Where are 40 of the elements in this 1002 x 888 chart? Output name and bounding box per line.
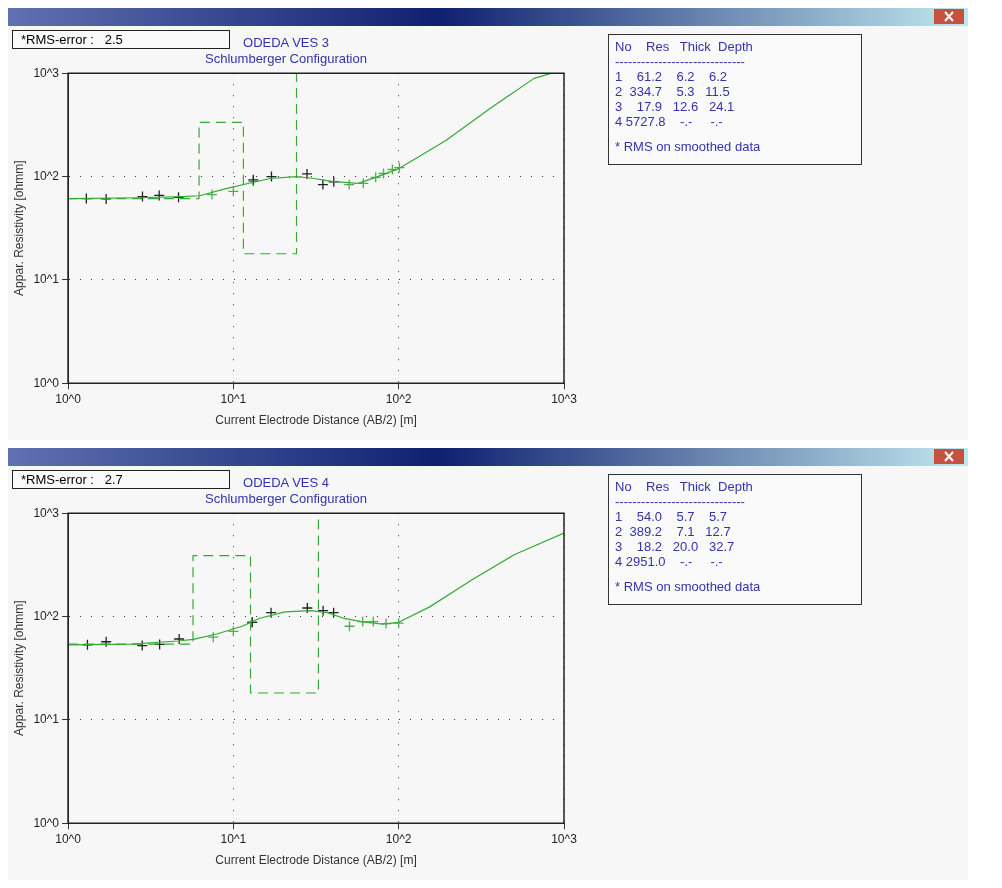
x-tick-label: 10^2 — [385, 831, 412, 846]
y-tick-label: 10^2 — [33, 168, 60, 183]
text: 4 2951.0 -.- -.- — [615, 554, 724, 569]
text: 3 17.9 12.6 24.1 — [615, 99, 736, 114]
y-tick-label: 10^0 — [33, 815, 60, 830]
x-tick-label: 10^3 — [551, 831, 578, 846]
y-axis-title: Appar. Resistivity [ohmm] — [11, 160, 26, 296]
text: ------------------------------ — [615, 54, 746, 69]
text: 2 389.2 7.1 12.7 — [615, 524, 732, 539]
y-tick-label: 10^1 — [33, 712, 60, 727]
y-tick-label: 10^3 — [33, 65, 60, 80]
x-axis-title: Current Electrode Distance (AB/2) [m] — [215, 413, 417, 428]
chart-subtitle: Schlumberger Configuration — [205, 490, 367, 506]
x-tick-label: 10^1 — [220, 391, 247, 406]
text: No Res Thick Depth — [615, 39, 754, 54]
text: * RMS on smoothed data — [615, 579, 762, 594]
y-axis-title: Appar. Resistivity [ohmm] — [11, 600, 26, 736]
text: * RMS on smoothed data — [615, 139, 762, 154]
chart-title: ODEDA VES 4 — [243, 475, 329, 491]
text: 1 61.2 6.2 6.2 — [615, 69, 729, 84]
x-axis-title: Current Electrode Distance (AB/2) [m] — [215, 853, 417, 868]
text: *RMS-error : 2.7 — [12, 470, 230, 489]
y-tick-label: 10^1 — [33, 272, 60, 287]
y-tick-label: 10^3 — [33, 505, 60, 520]
text: ------------------------------ — [615, 494, 746, 509]
x-tick-label: 10^2 — [385, 391, 412, 406]
text: 1 54.0 5.7 5.7 — [615, 509, 729, 524]
x-tick-label: 10^0 — [55, 831, 82, 846]
text: *RMS-error : 2.5 — [12, 30, 230, 49]
y-tick-label: 10^2 — [33, 608, 60, 623]
x-tick-label: 10^0 — [55, 391, 82, 406]
x-tick-label: 10^3 — [551, 391, 578, 406]
y-tick-label: 10^0 — [33, 375, 60, 390]
chart-title: ODEDA VES 3 — [243, 35, 329, 51]
x-tick-label: 10^1 — [220, 831, 247, 846]
text: 4 5727.8 -.- -.- — [615, 114, 724, 129]
text: 3 18.2 20.0 32.7 — [615, 539, 736, 554]
text: 2 334.7 5.3 11.5 — [615, 84, 731, 99]
text: No Res Thick Depth — [615, 479, 754, 494]
chart-subtitle: Schlumberger Configuration — [205, 50, 367, 66]
